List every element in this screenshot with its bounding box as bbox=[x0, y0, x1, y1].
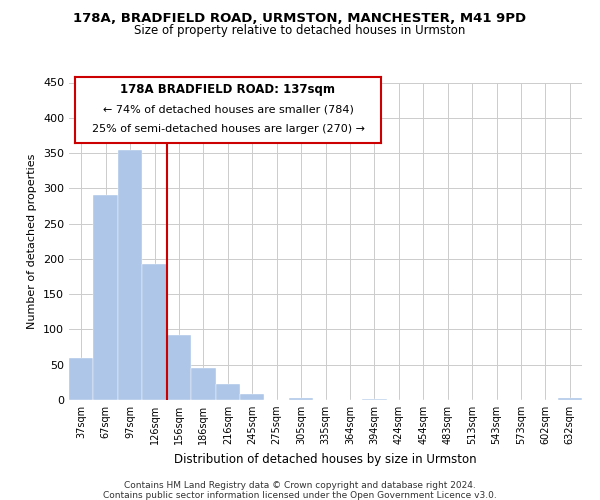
Text: ← 74% of detached houses are smaller (784): ← 74% of detached houses are smaller (78… bbox=[103, 104, 353, 115]
Text: Size of property relative to detached houses in Urmston: Size of property relative to detached ho… bbox=[134, 24, 466, 37]
Bar bbox=[167, 335, 191, 400]
Bar bbox=[557, 398, 582, 400]
Text: Contains public sector information licensed under the Open Government Licence v3: Contains public sector information licen… bbox=[103, 490, 497, 500]
Bar bbox=[289, 398, 313, 400]
Y-axis label: Number of detached properties: Number of detached properties bbox=[28, 154, 37, 329]
Bar bbox=[215, 384, 240, 400]
Text: 178A BRADFIELD ROAD: 137sqm: 178A BRADFIELD ROAD: 137sqm bbox=[121, 83, 335, 96]
Text: 178A, BRADFIELD ROAD, URMSTON, MANCHESTER, M41 9PD: 178A, BRADFIELD ROAD, URMSTON, MANCHESTE… bbox=[73, 12, 527, 26]
Text: 25% of semi-detached houses are larger (270) →: 25% of semi-detached houses are larger (… bbox=[91, 124, 365, 134]
X-axis label: Distribution of detached houses by size in Urmston: Distribution of detached houses by size … bbox=[174, 452, 477, 466]
Bar bbox=[240, 394, 265, 400]
Bar bbox=[191, 368, 215, 400]
Bar bbox=[69, 358, 94, 400]
Bar bbox=[94, 196, 118, 400]
Bar bbox=[142, 264, 167, 400]
Bar bbox=[362, 398, 386, 400]
Text: Contains HM Land Registry data © Crown copyright and database right 2024.: Contains HM Land Registry data © Crown c… bbox=[124, 482, 476, 490]
Bar bbox=[118, 150, 142, 400]
